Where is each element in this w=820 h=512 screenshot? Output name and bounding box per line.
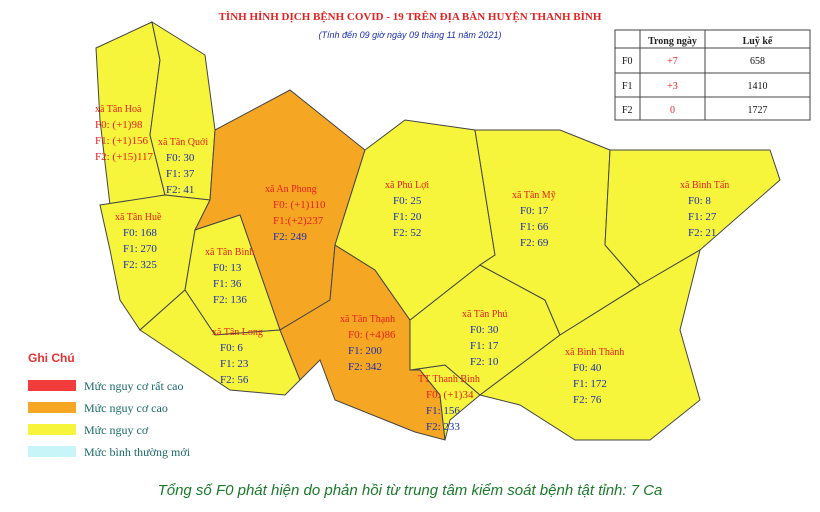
table-bg xyxy=(614,29,811,121)
region-name: xã Tân Long xyxy=(212,327,263,338)
table-cell: 658 xyxy=(750,56,765,67)
region-stat: F2: 136 xyxy=(213,294,247,306)
legend-label: Mức nguy cơ xyxy=(84,423,149,437)
region-stat: F2: 76 xyxy=(573,394,602,406)
legend-label: Mức bình thường mới xyxy=(84,445,191,459)
table-cell: +3 xyxy=(667,81,678,92)
summary-table: Trong ngày Luỹ kế F0 +7 658 F1 +3 1410 F2 0 1727 xyxy=(614,29,811,121)
region-stat: F2: 21 xyxy=(688,227,716,239)
region-stat: F1: 200 xyxy=(348,345,382,357)
table-cell: 1410 xyxy=(748,81,768,92)
table-cell: 1727 xyxy=(748,105,768,116)
legend-swatch xyxy=(28,380,76,391)
region-stat: F0: (+4)86 xyxy=(348,329,396,341)
region-stat: F2: 342 xyxy=(348,361,382,373)
region-stat: F0: 13 xyxy=(213,262,242,274)
region-stat: F2: 233 xyxy=(426,421,460,433)
region-name: xã Tân Hoà xyxy=(95,104,142,115)
region-area xyxy=(139,289,301,396)
region-name: xã An Phong xyxy=(265,184,317,195)
region-stat: F2: 10 xyxy=(470,356,499,368)
region-stat: F1: 20 xyxy=(393,211,422,223)
region-area xyxy=(604,149,781,286)
region-name: xã Bình Tấn xyxy=(680,180,729,191)
region-stat: F2: 249 xyxy=(273,231,307,243)
region-stat: F1:(+2)237 xyxy=(273,215,324,227)
region-stat: F1: 270 xyxy=(123,243,157,255)
region-name: TT Thanh Bình xyxy=(418,374,480,385)
legend-label: Mức nguy cơ rất cao xyxy=(84,379,183,393)
table-cell: F0 xyxy=(622,56,633,67)
region-name: xã Tân Phú xyxy=(462,309,507,320)
region-stat: F0: 8 xyxy=(688,195,711,207)
region-stat: F0: 25 xyxy=(393,195,422,207)
title: TÌNH HÌNH DỊCH BỆNH COVID - 19 TRÊN ĐỊA … xyxy=(219,10,602,23)
table-cell: 0 xyxy=(670,105,675,116)
region-name: xã Tân Thạnh xyxy=(340,314,395,325)
region-name: xã Tân Mỹ xyxy=(512,190,556,201)
region-stat: F2: 325 xyxy=(123,259,157,271)
region-stat: F2: 69 xyxy=(520,237,549,249)
region-stat: F2: 56 xyxy=(220,374,249,386)
region-stat: F0: 40 xyxy=(573,362,602,374)
footer: Tổng số F0 phát hiện do phản hồi từ trun… xyxy=(158,482,663,499)
legend-title: Ghi Chú xyxy=(28,351,75,365)
region-stat: F2: 52 xyxy=(393,227,421,239)
table-cell: F1 xyxy=(622,81,633,92)
region-stat: F0: (+1)110 xyxy=(273,199,326,211)
region-stat: F1: (+1)156 xyxy=(95,135,148,147)
legend-label: Mức nguy cơ cao xyxy=(84,401,168,415)
region-stat: F0: 6 xyxy=(220,342,243,354)
legend-swatch xyxy=(28,446,76,457)
region-stat: F0: 168 xyxy=(123,227,157,239)
region-stat: F2: 41 xyxy=(166,184,194,196)
region-area xyxy=(478,248,701,441)
region-stat: F0: 30 xyxy=(470,324,499,336)
table-cell: +7 xyxy=(667,56,678,67)
region-stat: F0: (+1)98 xyxy=(95,119,143,131)
region-stat: F1: 37 xyxy=(166,168,195,180)
region-stat: F1: 36 xyxy=(213,278,242,290)
table-cell: F2 xyxy=(622,105,633,116)
region-stat: F1: 27 xyxy=(688,211,717,223)
region-stat: F1: 23 xyxy=(220,358,249,370)
region-stat: F1: 156 xyxy=(426,405,460,417)
region-stat: F1: 17 xyxy=(470,340,499,352)
region-name: xã Tân Huề xyxy=(115,212,162,223)
region-name: xã Tân Quới xyxy=(158,137,208,148)
table-header: Luỹ kế xyxy=(743,36,773,47)
region-stat: F0: 30 xyxy=(166,152,195,164)
subtitle: (Tính đến 09 giờ ngày 09 tháng 11 năm 20… xyxy=(319,30,502,40)
region-stat: F2: (+15)117 xyxy=(95,151,154,163)
region-stat: F1: 66 xyxy=(520,221,549,233)
region-stat: F0: 17 xyxy=(520,205,549,217)
region-name: xã Phú Lợi xyxy=(385,180,429,191)
legend-swatch xyxy=(28,402,76,413)
legend-swatch xyxy=(28,424,76,435)
region-stat: F1: 172 xyxy=(573,378,607,390)
region-name: xã Tân Bình xyxy=(205,247,254,258)
region-stat: F0: (+1)34 xyxy=(426,389,474,401)
table-header: Trong ngày xyxy=(648,36,697,47)
region-name: xã Bình Thành xyxy=(565,347,624,358)
